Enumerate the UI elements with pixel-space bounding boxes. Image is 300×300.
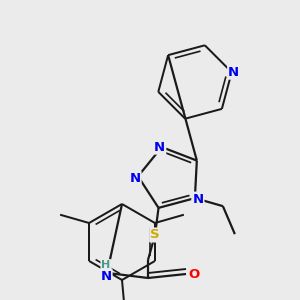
Text: N: N: [228, 66, 239, 79]
Text: N: N: [192, 193, 203, 206]
Text: N: N: [130, 172, 141, 185]
Text: N: N: [100, 269, 112, 283]
Text: N: N: [154, 141, 165, 154]
Text: S: S: [150, 229, 160, 242]
Text: O: O: [188, 268, 200, 281]
Text: H: H: [101, 260, 111, 270]
